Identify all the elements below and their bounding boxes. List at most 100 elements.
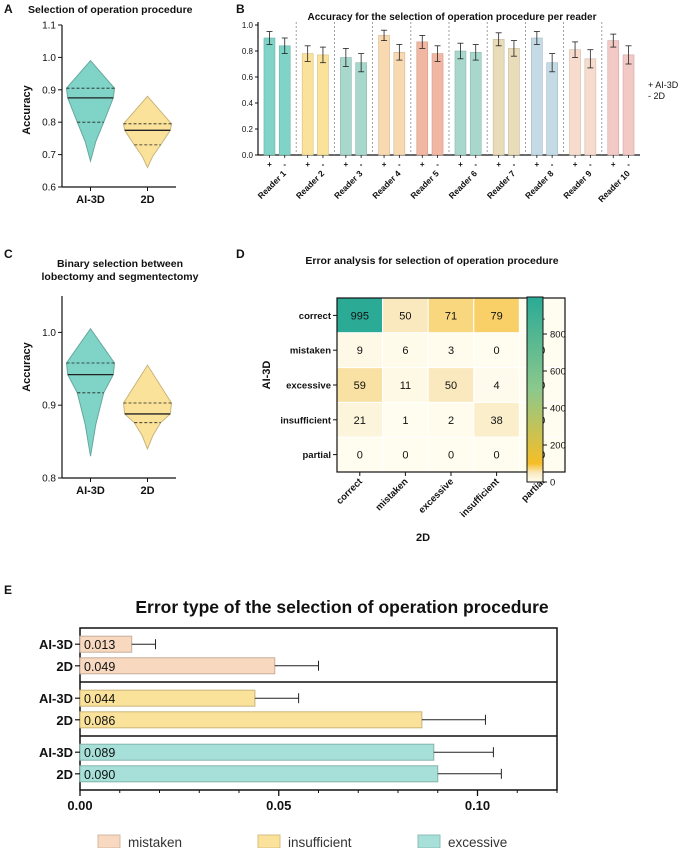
y-tick-label: 0.8: [42, 118, 56, 129]
x-tick-label: 2D: [140, 194, 154, 206]
panel-c-plot: 0.8 0.9 1.0 AI-3D 2D: [42, 296, 176, 497]
legend-swatch: [257, 834, 281, 848]
heatmap-cell: [473, 297, 520, 334]
bar-2d: [508, 48, 520, 156]
bar-2d: [393, 51, 406, 156]
heatmap-value: 0: [494, 345, 500, 357]
sign-label: +: [535, 160, 540, 169]
reader-label: Reader 7: [485, 168, 518, 201]
y-category-label: AI-3D: [39, 745, 73, 760]
y-category-label: excessive: [286, 381, 331, 392]
y-category-label: mistaken: [290, 346, 331, 357]
panel-a-ylabel: Accuracy: [21, 84, 33, 134]
y-category-label: 2D: [56, 767, 73, 782]
x-tick-label: AI-3D: [76, 485, 105, 497]
panel-e: E Error type of the selection of operati…: [4, 583, 558, 848]
reader-label: Reader 1: [256, 168, 289, 201]
heatmap-value: 995: [351, 310, 369, 322]
bar-ai-3d: [454, 50, 467, 156]
heatmap-cell: [473, 436, 520, 473]
x-tick-label: 0.10: [465, 798, 490, 813]
x-tick-label: 0.05: [266, 798, 291, 813]
heatmap-value: 21: [354, 415, 366, 427]
heatmap-value: 11: [400, 380, 411, 392]
heatmap-value: 71: [445, 310, 457, 322]
heatmap-cell: [382, 436, 429, 473]
panel-e-letter: E: [4, 583, 12, 597]
legend-label: insufficient: [288, 835, 352, 848]
x-category-label: correct: [334, 476, 365, 507]
bar-2d: [469, 51, 482, 156]
bar-value-label: 0.086: [84, 714, 115, 728]
panel-b-legend-ai3d: + AI-3D: [648, 80, 679, 90]
reader-label: Reader 6: [447, 168, 480, 201]
legend-label: excessive: [448, 835, 507, 848]
reader-label: Reader 9: [561, 168, 594, 201]
sign-label: -: [474, 160, 477, 169]
x-tick-label: AI-3D: [76, 194, 105, 206]
y-category-label: AI-3D: [39, 637, 73, 652]
panel-d-title: Error analysis for selection of operatio…: [305, 255, 558, 267]
heatmap-value: 2: [448, 415, 454, 427]
bar-ai-3d: [340, 57, 352, 156]
panel-c-title-line1: Binary selection between: [57, 258, 183, 270]
heatmap-value: 3: [448, 345, 454, 357]
y-tick-label: 0.6: [42, 183, 56, 194]
y-tick-label: 1.1: [42, 21, 56, 32]
reader-label: Reader 2: [294, 168, 327, 201]
sign-label: +: [458, 160, 463, 169]
heatmap-cell: [336, 297, 384, 334]
legend-label: mistaken: [128, 835, 182, 848]
bar-insufficient: [79, 711, 423, 729]
panel-d-letter: D: [236, 247, 245, 261]
violin-ai-3d: [65, 327, 116, 457]
reader-label: Reader 10: [596, 168, 632, 204]
sign-label: +: [611, 160, 616, 169]
y-tick-label: 1.0: [42, 53, 56, 64]
colorbar-tick-label: 400: [550, 404, 566, 415]
sign-label: +: [496, 160, 501, 169]
panel-b-plot: 0.00.20.40.60.81.0+ -Reader 1+ -Reader 2+ -…: [242, 21, 640, 204]
bar-2d: [431, 53, 444, 156]
y-category-label: insufficient: [280, 415, 332, 426]
panel-b-letter: B: [236, 2, 245, 16]
bar-2d: [546, 62, 558, 156]
heatmap-cell: [427, 297, 475, 334]
violin-2d: [122, 364, 173, 451]
y-category-label: AI-3D: [39, 691, 73, 706]
panel-d-plot: 99550717919630059115040211238000000corre…: [280, 296, 566, 520]
y-tick-label: 0.0: [242, 151, 254, 160]
heatmap-value: 4: [494, 380, 500, 392]
heatmap-value: 50: [399, 310, 411, 322]
y-tick-label: 1.0: [242, 21, 254, 30]
y-tick-label: 0.7: [42, 150, 56, 161]
panel-a: A Selection of operation procedure Accur…: [4, 2, 193, 206]
panel-a-title: Selection of operation procedure: [28, 4, 193, 16]
violin-ai-3d: [65, 59, 116, 163]
panel-d: D Error analysis for selection of operat…: [236, 247, 566, 544]
y-tick-label: 0.4: [242, 99, 254, 108]
sign-label: -: [436, 160, 439, 169]
sign-label: -: [398, 160, 401, 169]
y-category-label: 2D: [56, 659, 73, 674]
bar-ai-3d: [569, 49, 581, 156]
colorbar-tick-label: 0: [550, 478, 555, 489]
heatmap-value: 0: [357, 450, 363, 462]
bar-value-label: 0.044: [84, 692, 115, 706]
heatmap-value: 59: [354, 380, 366, 392]
colorbar-tick-label: 800: [550, 330, 566, 341]
bar-ai-3d: [378, 35, 390, 156]
y-category-label: partial: [302, 450, 331, 461]
sign-label: -: [513, 160, 516, 169]
bar-ai-3d: [416, 41, 429, 156]
x-tick-label: 2D: [140, 485, 154, 497]
x-tick-label: 0.00: [67, 798, 92, 813]
x-category-label: insufficient: [458, 476, 502, 520]
heatmap-cell: [473, 332, 520, 369]
heatmap-cell: [382, 367, 429, 403]
sign-label: -: [627, 160, 630, 169]
y-tick-label: 0.8: [42, 474, 56, 485]
heatmap-value: 38: [490, 415, 502, 427]
panel-b-legend-2d: - 2D: [648, 91, 666, 101]
